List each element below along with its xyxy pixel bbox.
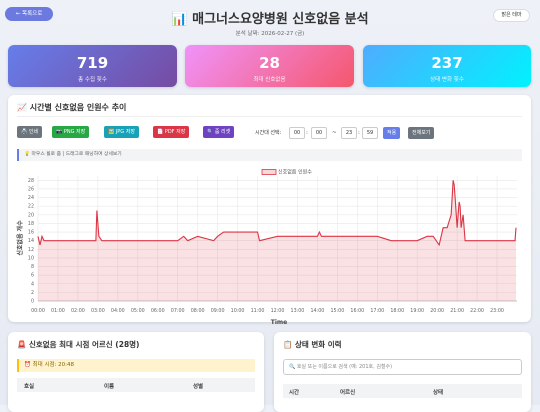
start-minute[interactable]: 00: [311, 127, 327, 139]
stat-label: 상태 변화 횟수: [430, 77, 464, 83]
y-tick-label: 18: [28, 221, 34, 227]
x-tick-label: 16:00: [350, 308, 364, 314]
x-tick-label: 15:00: [330, 308, 344, 314]
back-button[interactable]: ← 목록으로: [5, 7, 53, 21]
panel-title: 🚨 신호없음 최대 시점 어르신 (28명): [17, 340, 140, 349]
history-panel: [274, 332, 531, 412]
all-button[interactable]: 전체보기: [408, 127, 435, 139]
jpg-button[interactable]: 🖼️ JPG 저장: [104, 126, 139, 138]
page-subtitle: 분석 날짜: 2026-02-27 (금): [235, 31, 305, 37]
hint: 💡 마우스 휠로 줌 | 드래그로 패닝하여 상세보기: [17, 149, 522, 161]
chart: 신호없음 인원수 Time 신호없음 개수 024681012141618202…: [16, 169, 517, 326]
y-tick-label: 20: [28, 212, 34, 218]
column-header: 이름: [104, 384, 115, 390]
y-tick-label: 10: [28, 255, 34, 261]
tilde: ~: [332, 130, 337, 136]
x-tick-label: 21:00: [450, 308, 464, 314]
x-tick-label: 03:00: [91, 308, 105, 314]
table-header: [283, 384, 522, 398]
x-axis-label: Time: [271, 319, 287, 326]
stat-card: 719 총 수집 횟수: [8, 45, 177, 87]
column-header: 시간: [289, 390, 300, 396]
range-label: 시간대 선택:: [255, 130, 282, 136]
png-button[interactable]: 📷 PNG 저장: [52, 126, 90, 138]
stat-label: 최대 신호없음: [253, 77, 286, 83]
pdf-button[interactable]: 📄 PDF 저장: [153, 126, 190, 138]
stat-value: 719: [76, 54, 109, 72]
x-tick-label: 22:00: [470, 308, 484, 314]
colon: :: [358, 130, 360, 136]
y-tick-label: 24: [28, 195, 34, 201]
stat-value: 28: [259, 54, 280, 72]
x-tick-label: 04:00: [111, 308, 125, 314]
max-time: ⏰ 최대 시점: 20:48: [17, 359, 255, 372]
colon: :: [306, 130, 308, 136]
x-tick-label: 06:00: [151, 308, 165, 314]
column-header: 호실: [24, 384, 35, 390]
x-tick-label: 05:00: [131, 308, 145, 314]
x-tick-label: 17:00: [370, 308, 384, 314]
x-tick-label: 11:00: [251, 308, 265, 314]
x-tick-label: 09:00: [211, 308, 225, 314]
x-tick-label: 20:00: [430, 308, 444, 314]
divider: [17, 116, 522, 117]
legend-swatch: [261, 169, 277, 175]
stat-card: 28 최대 신호없음: [185, 45, 354, 87]
print-button[interactable]: 🖨️ 인쇄: [17, 126, 43, 138]
line: [37, 180, 517, 247]
table-header: [17, 378, 255, 392]
x-tick-label: 12:00: [271, 308, 285, 314]
x-tick-label: 13:00: [291, 308, 305, 314]
y-tick-label: 26: [28, 186, 34, 192]
x-tick-label: 10:00: [231, 308, 245, 314]
legend-label: 신호없음 인원수: [278, 169, 312, 176]
x-tick-label: 23:00: [490, 308, 504, 314]
x-tick-label: 08:00: [191, 308, 205, 314]
theme-button[interactable]: 밝은 테마: [493, 9, 530, 22]
x-tick-label: 19:00: [410, 308, 424, 314]
end-hour[interactable]: 23: [341, 127, 357, 139]
y-tick-label: 12: [28, 247, 34, 253]
start-hour[interactable]: 00: [289, 127, 305, 139]
search-input[interactable]: 🔍 호실 또는 이름으로 검색 (예: 201호, 김철수): [283, 359, 522, 375]
y-tick-label: 6: [31, 273, 34, 279]
x-tick-label: 18:00: [390, 308, 404, 314]
panel-title: 📋 상태 변화 이력: [283, 340, 342, 349]
y-axis-label: 신호없음 개수: [16, 220, 24, 256]
end-minute[interactable]: 59: [362, 127, 378, 139]
column-header: 성별: [193, 384, 204, 390]
page-title: 📊 매그너스요양병원 신호없음 분석: [171, 12, 369, 27]
panel-title: 📈 시간별 신호없음 인원수 추이: [17, 103, 127, 112]
y-tick-label: 8: [31, 264, 34, 270]
stat-label: 총 수집 횟수: [78, 77, 107, 83]
x-tick-label: 01:00: [51, 308, 65, 314]
stat-card: 237 상태 변화 횟수: [363, 45, 531, 87]
y-tick-label: 4: [31, 281, 34, 287]
x-tick-label: 07:00: [171, 308, 185, 314]
line-area: [38, 180, 517, 301]
column-header: 상태: [433, 390, 444, 396]
y-tick-label: 22: [28, 204, 34, 210]
x-tick-label: 14:00: [311, 308, 325, 314]
y-tick-label: 2: [31, 290, 34, 296]
x-tick-label: 02:00: [71, 308, 85, 314]
y-tick-label: 0: [31, 299, 34, 305]
max-panel: [8, 332, 264, 412]
x-tick-label: 00:00: [31, 308, 45, 314]
stat-value: 237: [431, 54, 463, 72]
y-tick-label: 16: [28, 230, 34, 236]
y-tick-label: 28: [28, 178, 34, 184]
apply-button[interactable]: 적용: [383, 127, 401, 139]
chart-panel: [8, 95, 531, 322]
column-header: 어르신: [340, 390, 356, 396]
zoom-reset-button[interactable]: 🔍 줌 리셋: [203, 126, 235, 138]
y-tick-label: 14: [28, 238, 34, 244]
